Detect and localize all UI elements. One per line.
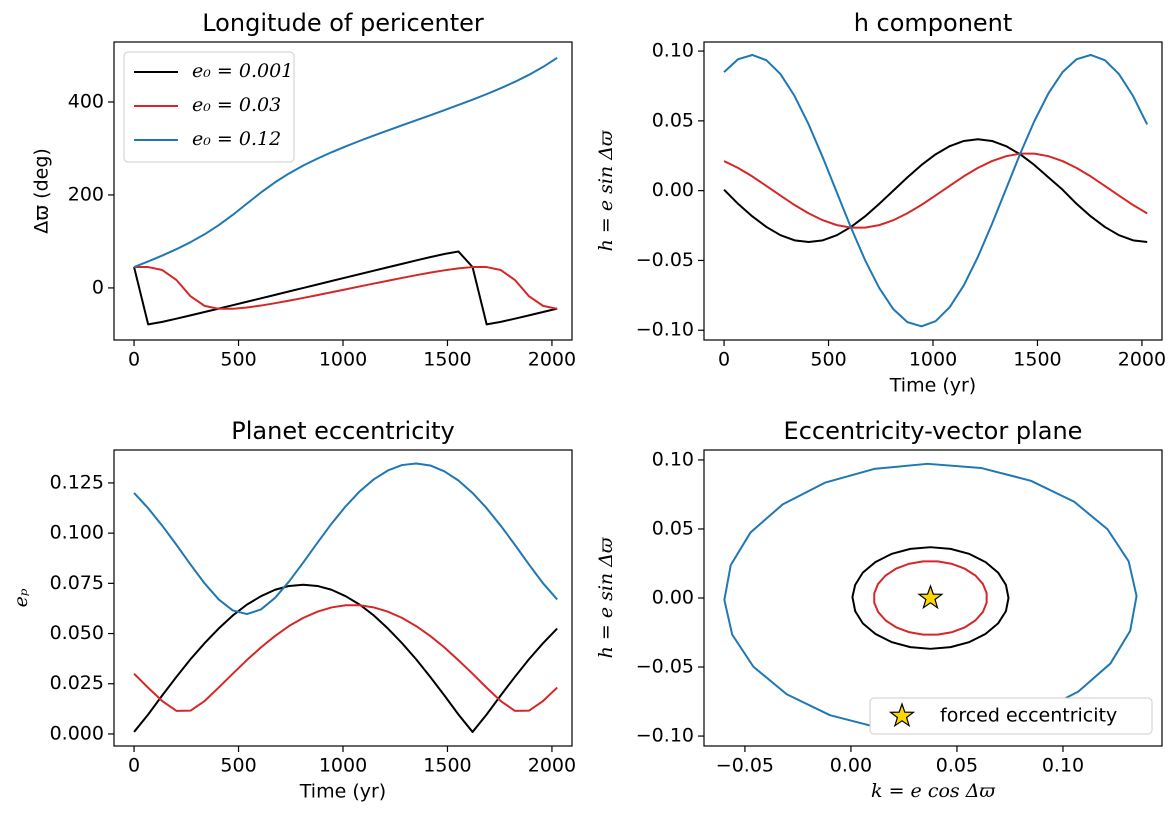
x-axis-label: Time (yr): [299, 781, 386, 803]
legend-label: forced eccentricity: [940, 705, 1117, 727]
y-tick-label: −0.05: [636, 249, 694, 271]
y-axis-label: eₚ: [10, 588, 32, 607]
x-tick-label: 1000: [319, 349, 367, 371]
series-line: [723, 152, 1148, 229]
chart-title: Longitude of pericenter: [202, 9, 484, 37]
legend-box: [123, 51, 295, 163]
series-line: [133, 462, 558, 616]
y-axis-label: h = e sin Δϖ: [595, 537, 617, 658]
forced-point: [917, 584, 944, 610]
y-tick-label: 0.00: [652, 587, 694, 609]
x-tick-label: 0: [128, 755, 140, 777]
x-tick-label: 0.00: [830, 755, 872, 777]
x-tick-label: 2000: [528, 349, 576, 371]
y-tick-label: 400: [68, 90, 104, 112]
series-line: [723, 53, 1149, 328]
x-axis-label: Time (yr): [889, 375, 976, 397]
plot-area: [704, 42, 1162, 340]
x-tick-label: 500: [220, 755, 256, 777]
series-line: [851, 546, 1010, 650]
x-tick-label: 2000: [528, 755, 576, 777]
series-line: [133, 604, 558, 712]
legend-label: e₀ = 0.03: [192, 94, 281, 116]
chart-title: h component: [854, 9, 1013, 37]
y-tick-label: 0.00: [652, 179, 694, 201]
x-tick-label: 0: [128, 349, 140, 371]
x-tick-label: 500: [220, 349, 256, 371]
x-tick-label: 1500: [423, 349, 471, 371]
legend-label: e₀ = 0.001: [192, 60, 293, 82]
chart-title: Planet eccentricity: [231, 417, 454, 445]
y-axis-label: h = e sin Δϖ: [595, 130, 617, 251]
y-tick-label: −0.05: [636, 656, 694, 678]
y-tick-label: 200: [68, 183, 104, 205]
chart-title: Eccentricity-vector plane: [784, 417, 1083, 445]
y-tick-label: 0.075: [50, 572, 104, 594]
x-tick-label: 1500: [1013, 349, 1061, 371]
legend-label: e₀ = 0.12: [192, 128, 281, 150]
x-axis-label: k = e cos Δϖ: [871, 780, 995, 802]
series-line: [723, 138, 1148, 244]
y-tick-label: −0.10: [636, 319, 694, 341]
x-tick-label: 1000: [319, 755, 367, 777]
series-line: [133, 250, 558, 326]
x-tick-label: 2000: [1118, 349, 1166, 371]
y-tick-label: 0.000: [50, 722, 104, 744]
y-tick-label: 0.10: [652, 40, 694, 62]
y-tick-label: 0: [92, 276, 104, 298]
x-tick-label: 0.05: [936, 755, 978, 777]
series-line: [133, 56, 558, 268]
y-tick-label: 0.025: [50, 672, 104, 694]
y-tick-label: −0.10: [636, 725, 694, 747]
y-tick-label: 0.10: [652, 448, 694, 470]
x-tick-label: 0: [718, 349, 730, 371]
y-tick-label: 0.05: [652, 517, 694, 539]
x-tick-label: 1000: [909, 349, 957, 371]
y-tick-label: 0.05: [652, 109, 694, 131]
y-axis-label: Δϖ (deg): [31, 148, 53, 234]
y-tick-label: 0.100: [50, 522, 104, 544]
legend-star: [888, 702, 916, 728]
x-tick-label: 500: [810, 349, 846, 371]
series-line: [873, 560, 988, 636]
legend-box: [869, 697, 1153, 735]
y-tick-label: 0.050: [50, 622, 104, 644]
series-line: [133, 583, 558, 733]
x-tick-label: 0.10: [1042, 755, 1084, 777]
x-tick-label: −0.05: [716, 755, 774, 777]
y-tick-label: 0.125: [50, 471, 104, 493]
series-line: [134, 266, 558, 310]
x-tick-label: 1500: [423, 755, 471, 777]
